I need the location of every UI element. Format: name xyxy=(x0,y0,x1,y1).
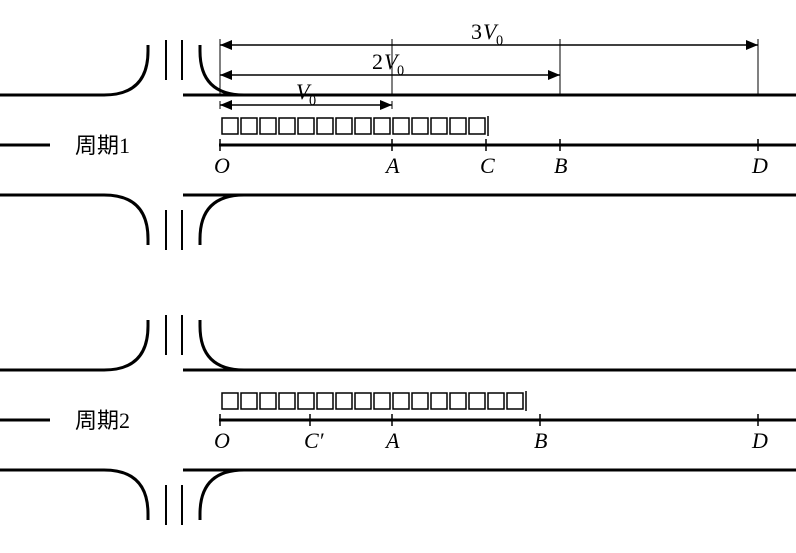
cycle2-queue-car xyxy=(336,393,352,409)
cycle2-queue-car xyxy=(412,393,428,409)
cycle1-queue-car xyxy=(469,118,485,134)
cycle1-queue-car xyxy=(355,118,371,134)
cycle1-A-label: A xyxy=(384,153,400,178)
cycle2-queue-car xyxy=(222,393,238,409)
dim-3V0-arrow-right xyxy=(746,40,758,50)
cycle2-queue-car xyxy=(450,393,466,409)
dim-2V0-sub: 0 xyxy=(397,63,404,79)
cycle2-queue-car xyxy=(355,393,371,409)
cycle2-Cprime-label: C′ xyxy=(304,428,325,453)
cycle2-queue-car xyxy=(469,393,485,409)
cycle2-queue-car xyxy=(374,393,390,409)
cycle1-D-label: D xyxy=(751,153,768,178)
cycle1-intersection-fillet-top-right xyxy=(183,45,244,95)
cycle1-queue-car xyxy=(393,118,409,134)
dim-V0-arrow-right xyxy=(380,100,392,110)
cycle2-queue-car xyxy=(393,393,409,409)
cycle2-queue-car xyxy=(260,393,276,409)
cycle1-queue-car xyxy=(222,118,238,134)
cycle2-label: 周期2 xyxy=(75,408,130,433)
cycle1-queue-car xyxy=(450,118,466,134)
cycle1-intersection-fillet-bot-left xyxy=(40,195,148,245)
cycle1-queue-car xyxy=(431,118,447,134)
cycle1-intersection-fillet-bot-right xyxy=(183,195,244,245)
dim-V0-sub: 0 xyxy=(309,93,316,109)
cycle2-intersection-fillet-bot-right xyxy=(183,470,244,520)
cycle2-intersection-fillet-bot-left xyxy=(40,470,148,520)
cycle2-B-label: B xyxy=(534,428,547,453)
cycle2-queue-car xyxy=(507,393,523,409)
dim-2V0-arrow-right xyxy=(548,70,560,80)
cycle2-A-label: A xyxy=(384,428,400,453)
cycle2-queue-car xyxy=(317,393,333,409)
dim-3V0-arrow-left xyxy=(220,40,232,50)
cycle2-queue-car xyxy=(488,393,504,409)
cycle1-queue-car xyxy=(374,118,390,134)
cycle1-C-label: C xyxy=(480,153,495,178)
cycle2-D-label: D xyxy=(751,428,768,453)
cycle1-queue-car xyxy=(336,118,352,134)
cycle2-intersection-fillet-top-right xyxy=(183,320,244,370)
cycle2-O-label: O xyxy=(214,428,230,453)
dim-3V0-coef: 3 xyxy=(471,19,482,44)
cycle1-B-label: B xyxy=(554,153,567,178)
cycle1-intersection-fillet-top-left xyxy=(40,45,148,95)
cycle1-queue-car xyxy=(279,118,295,134)
cycle1-queue-car xyxy=(241,118,257,134)
cycle1-O-label: O xyxy=(214,153,230,178)
cycle1-queue-car xyxy=(412,118,428,134)
dim-3V0-sub: 0 xyxy=(496,33,503,49)
cycle2-queue-car xyxy=(241,393,257,409)
cycle1-queue-car xyxy=(260,118,276,134)
cycle2-intersection-fillet-top-left xyxy=(40,320,148,370)
dim-V0-arrow-left xyxy=(220,100,232,110)
cycle2-queue-car xyxy=(279,393,295,409)
cycle1-queue-car xyxy=(298,118,314,134)
cycle1-queue-car xyxy=(317,118,333,134)
cycle2-queue-car xyxy=(431,393,447,409)
dim-2V0-arrow-left xyxy=(220,70,232,80)
cycle2-queue-car xyxy=(298,393,314,409)
dim-2V0-coef: 2 xyxy=(372,49,383,74)
cycle1-label: 周期1 xyxy=(75,133,130,158)
